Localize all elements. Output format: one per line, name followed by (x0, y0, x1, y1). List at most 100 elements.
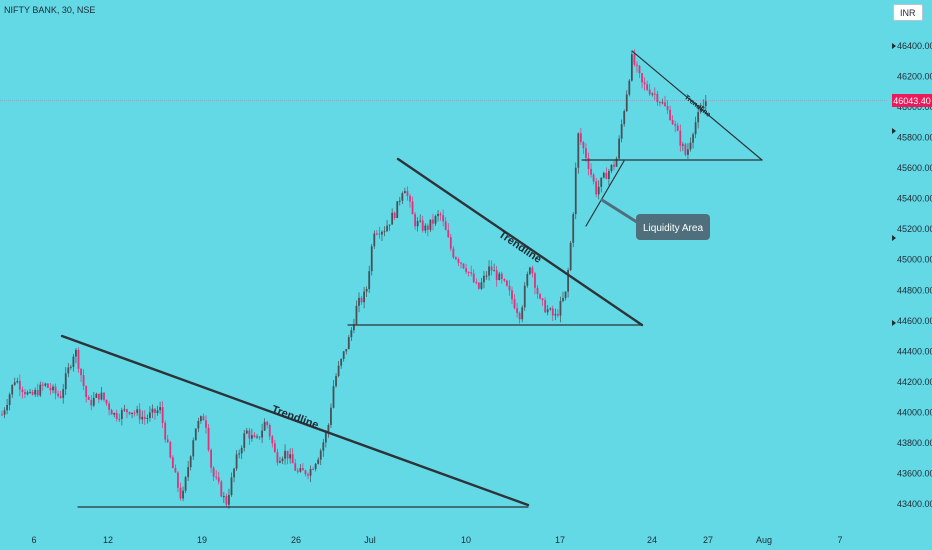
candle-up (314, 463, 317, 470)
time-axis[interactable]: 6 12 19 26 Jul 10 17 24 27 Aug 7 (31, 535, 842, 545)
candle-up (189, 456, 192, 468)
candle-down (495, 270, 498, 280)
candle-down (508, 285, 511, 291)
candle-up (610, 164, 613, 172)
candle-up (559, 301, 562, 316)
price-tick-label: 44600.00 (897, 316, 932, 326)
candle-up (26, 392, 29, 395)
candlestick-series (1, 49, 707, 509)
last-price-tag[interactable]: 46043.40 (892, 94, 932, 107)
liquidity-callout[interactable]: Liquidity Area (636, 214, 710, 240)
price-tick-label: 44200.00 (897, 377, 932, 387)
candle-down (659, 102, 661, 104)
candle-up (345, 349, 348, 352)
price-tick-label: 43800.00 (897, 438, 932, 448)
candle-down (669, 109, 671, 121)
candle-up (488, 266, 490, 276)
candle-up (337, 365, 340, 377)
candle-up (151, 408, 154, 413)
candle-down (582, 142, 585, 149)
candle-down (638, 65, 641, 74)
drawing-layer[interactable] (60, 50, 763, 508)
candle-down (536, 287, 539, 295)
candle-down (31, 391, 34, 395)
candle-down (518, 312, 521, 320)
candle-down (531, 267, 534, 274)
time-tick-label: Aug (756, 535, 772, 545)
candle-down (551, 308, 554, 316)
price-tick-label: 44800.00 (897, 285, 932, 295)
candle-down (539, 294, 541, 299)
candle-up (689, 142, 692, 150)
candle-up (615, 158, 618, 167)
candle-down (177, 472, 179, 488)
price-axis[interactable]: 46400.00 46200.00 46000.00 45800.00 45600.00… (897, 41, 932, 509)
candle-up (483, 275, 485, 283)
candle-up (386, 225, 388, 232)
candle-up (113, 412, 116, 415)
candle-up (608, 171, 610, 179)
candle-up (156, 410, 159, 414)
candle-down (447, 230, 450, 238)
candle-down (605, 172, 608, 179)
candle-down (444, 221, 447, 231)
candle-down (671, 120, 674, 125)
candle-down (544, 300, 547, 313)
candle-up (391, 212, 394, 225)
trendline-3[interactable] (631, 50, 763, 161)
candle-up (235, 454, 238, 469)
liquidity-trend-line[interactable] (585, 160, 625, 227)
candle-up (429, 219, 432, 230)
candle-up (187, 467, 190, 478)
candle-down (676, 125, 679, 131)
time-tick-label: 12 (103, 535, 113, 545)
candle-down (54, 386, 57, 394)
price-tick-label: 44000.00 (897, 407, 932, 417)
candle-up (416, 221, 419, 227)
candle-down (375, 233, 378, 235)
candle-up (69, 366, 72, 368)
candle-down (210, 449, 212, 468)
candle-down (585, 148, 587, 159)
candle-down (108, 403, 110, 410)
candle-up (159, 407, 161, 411)
currency-selector[interactable]: INR (893, 4, 923, 21)
candle-down (643, 82, 646, 85)
candle-down (684, 144, 687, 155)
candle-up (62, 389, 65, 398)
candle-up (554, 314, 557, 316)
symbol-title[interactable]: NIFTY BANK, 30, NSE (4, 5, 96, 15)
candle-up (368, 271, 371, 290)
candle-down (592, 174, 595, 182)
candle-down (110, 409, 113, 415)
candle-up (309, 469, 312, 476)
last-price-value: 46043.40 (893, 96, 931, 106)
candle-up (434, 216, 437, 224)
candle-up (625, 94, 628, 112)
candle-up (358, 297, 360, 306)
candle-up (363, 291, 365, 303)
candle-up (396, 201, 399, 219)
candle-down (467, 271, 470, 273)
candle-up (52, 386, 54, 391)
candle-down (511, 290, 513, 300)
candle-up (120, 410, 123, 419)
time-tick-label: 19 (197, 535, 207, 545)
candle-up (149, 412, 151, 418)
candle-down (646, 84, 649, 90)
candle-up (340, 358, 343, 366)
candle-up (245, 430, 248, 434)
trendline-2[interactable] (396, 157, 644, 327)
candle-up (692, 134, 694, 143)
candle-up (6, 405, 8, 411)
candle-up (498, 273, 501, 280)
price-tick-label: 46400.00 (897, 41, 932, 51)
candle-down (432, 219, 434, 224)
trendline-1[interactable] (60, 334, 530, 507)
candle-up (702, 106, 705, 109)
candle-up (230, 477, 233, 496)
candle-down (36, 390, 39, 396)
candle-up (136, 409, 139, 413)
candle-down (506, 280, 508, 286)
